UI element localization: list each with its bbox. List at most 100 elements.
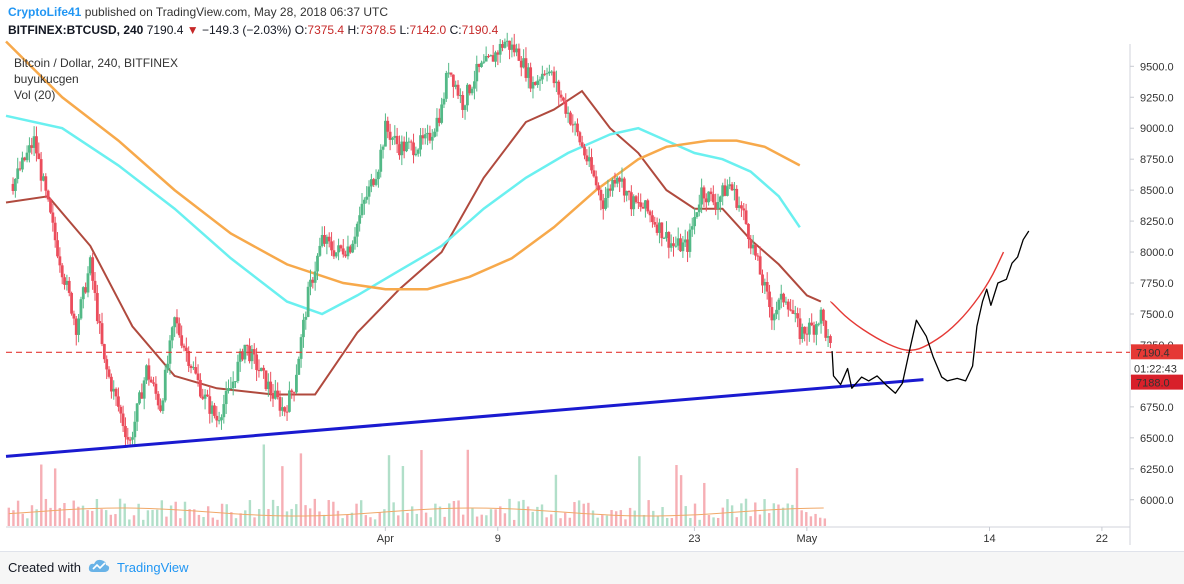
volume-bar xyxy=(420,450,423,526)
candle-body xyxy=(763,282,767,286)
volume-bar xyxy=(624,519,627,526)
candle-body xyxy=(11,183,15,191)
high-value: 7378.5 xyxy=(359,23,397,37)
candle-body xyxy=(571,124,575,126)
last-price-tag-label: 7190.4 xyxy=(1136,347,1170,359)
volume-bar xyxy=(193,509,196,526)
candle-body xyxy=(114,388,118,397)
candle-body xyxy=(264,370,268,390)
volume-bar xyxy=(397,515,400,526)
author-link[interactable]: CryptoLife41 xyxy=(8,5,82,19)
candle-body xyxy=(725,186,729,196)
candle-body xyxy=(381,146,385,150)
volume-bar xyxy=(559,518,562,526)
candle-body xyxy=(819,309,823,324)
candle-body xyxy=(224,390,228,405)
volume-bar xyxy=(707,515,711,526)
volume-bar xyxy=(466,449,470,526)
volume-bar xyxy=(703,482,706,526)
volume-bar xyxy=(63,502,66,526)
time-tick-label: May xyxy=(796,533,817,545)
candle-body xyxy=(669,243,673,248)
volume-bar xyxy=(591,510,595,526)
volume-bar xyxy=(424,512,428,526)
volume-bar xyxy=(392,502,395,526)
time-tick-label: 23 xyxy=(688,533,700,545)
candle-body xyxy=(625,190,629,196)
candle-body xyxy=(723,185,727,196)
volume-bar xyxy=(438,506,442,526)
last-price-tag xyxy=(1131,344,1183,360)
candle-body xyxy=(564,100,568,114)
volume-bar xyxy=(795,468,799,526)
symbol-label: BITFINEX:BTCUSD, 240 xyxy=(8,23,144,37)
candle-body xyxy=(693,216,696,227)
candle-body xyxy=(376,171,380,180)
volume-bar xyxy=(698,519,701,526)
candle-body xyxy=(557,81,561,95)
candle-body xyxy=(508,40,511,50)
candle-body xyxy=(470,88,474,94)
price-tick-label: 6000.0 xyxy=(1140,495,1174,507)
candle-body xyxy=(718,196,722,202)
last-price: 7190.4 xyxy=(146,23,184,37)
candle-body xyxy=(622,178,626,196)
candle-body xyxy=(60,265,64,278)
candle-body xyxy=(37,153,41,160)
time-tick-label: 9 xyxy=(495,533,501,545)
candle-body xyxy=(412,142,415,156)
volume-bar xyxy=(355,503,358,526)
candle-body xyxy=(72,313,76,319)
countdown-tag xyxy=(1131,360,1183,376)
volume-bar xyxy=(40,464,43,526)
marker-price-tag-label: 7188.0 xyxy=(1136,378,1170,390)
candle-body xyxy=(18,168,22,170)
candle-body xyxy=(547,71,551,74)
close-value: 7190.4 xyxy=(461,23,499,37)
candle-body xyxy=(662,237,666,239)
candle-body xyxy=(458,95,462,97)
volume-bar xyxy=(563,512,567,526)
candle-body xyxy=(822,309,825,321)
volume-bar xyxy=(211,517,215,526)
candle-body xyxy=(480,62,483,67)
candle-body xyxy=(730,184,734,191)
candle-body xyxy=(79,299,83,319)
candle-body xyxy=(170,327,174,341)
candle-body xyxy=(599,189,603,201)
candle-body xyxy=(782,293,785,303)
candle-body xyxy=(592,170,596,177)
candle-body xyxy=(700,187,704,205)
volume-bar xyxy=(517,501,521,526)
candle-body xyxy=(526,67,530,78)
candle-body xyxy=(416,149,420,154)
candle-body xyxy=(524,58,528,78)
volume-bar xyxy=(475,516,479,526)
candle-body xyxy=(423,134,427,139)
volume-bar xyxy=(679,475,683,526)
tradingview-cloud-icon[interactable] xyxy=(88,558,110,574)
price-chart[interactable]: 0.236(9154.5)0.382(8632.7)0.5(8211.0)0.6… xyxy=(0,0,1184,551)
volume-bar xyxy=(332,501,335,526)
moving-average-line-3 xyxy=(5,40,801,291)
candle-body xyxy=(299,337,303,359)
candle-body xyxy=(327,236,331,242)
candle-body xyxy=(648,211,652,216)
candle-body xyxy=(531,82,535,89)
candle-body xyxy=(791,310,795,314)
volume-bar xyxy=(322,514,326,526)
volume-bar xyxy=(767,513,771,526)
candle-body xyxy=(604,197,607,209)
candle-body xyxy=(304,316,308,320)
candle-body xyxy=(733,188,736,191)
candle-body xyxy=(634,196,638,203)
candle-body xyxy=(198,379,202,397)
tradingview-brand-link[interactable]: TradingView xyxy=(117,560,189,575)
candle-body xyxy=(154,383,158,394)
candle-body xyxy=(173,317,177,328)
candle-body xyxy=(543,73,547,75)
volume-bar xyxy=(267,509,270,526)
volume-bar xyxy=(656,516,660,526)
candle-body xyxy=(231,381,235,388)
volume-bar xyxy=(86,510,89,526)
